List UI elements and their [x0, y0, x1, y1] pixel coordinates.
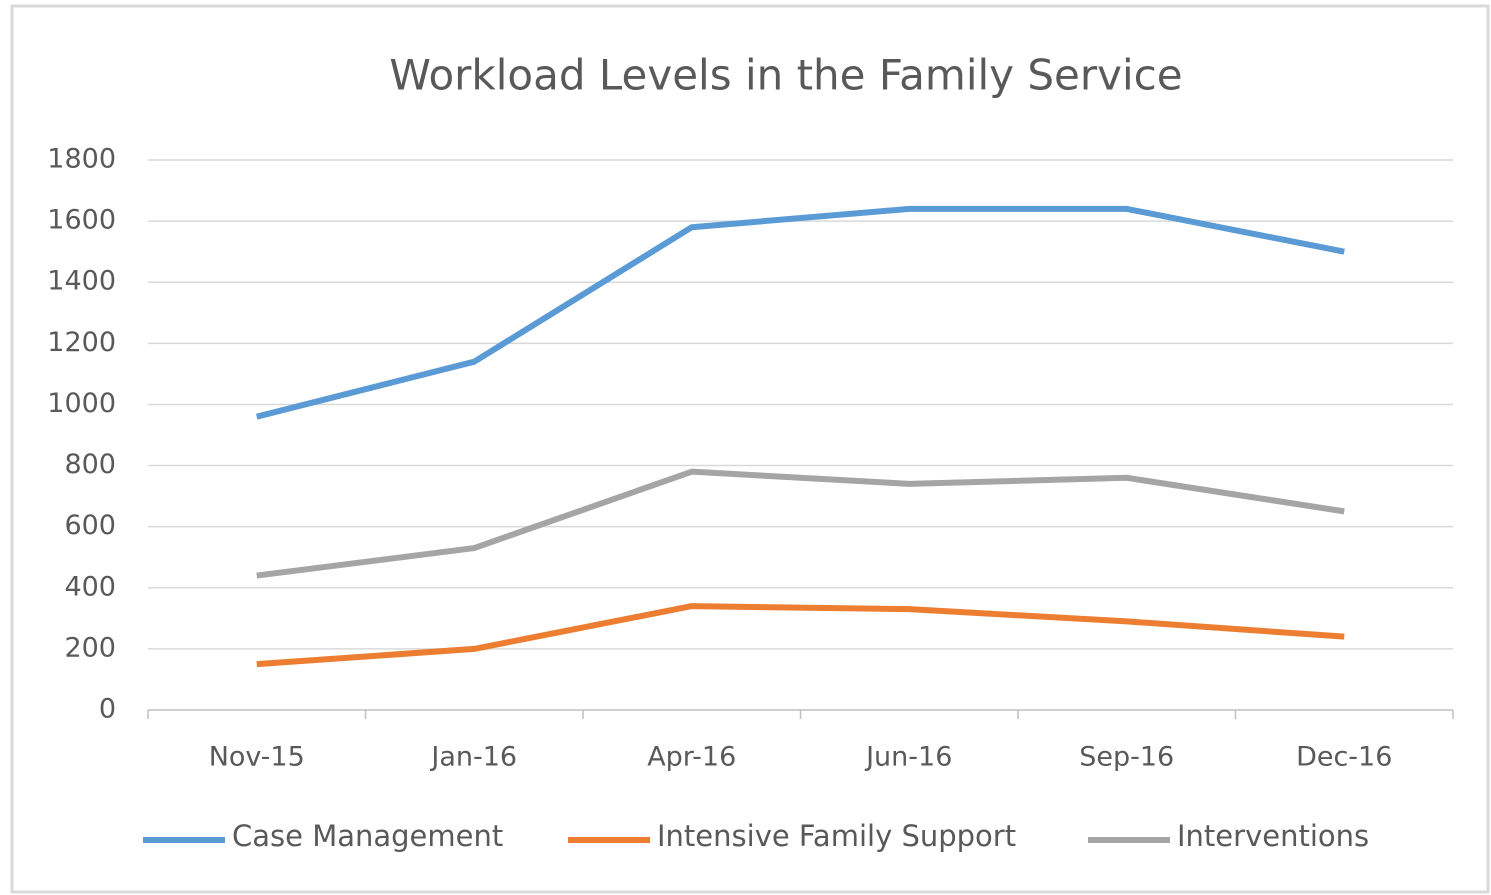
y-tick-label: 800 — [64, 449, 116, 480]
chart-title: Workload Levels in the Family Service — [389, 51, 1182, 100]
y-tick-label: 1200 — [47, 327, 116, 358]
legend-label: Interventions — [1177, 819, 1369, 853]
x-tick-label: Dec-16 — [1296, 742, 1392, 773]
line-series — [256, 603, 1345, 668]
y-tick-label: 1000 — [47, 388, 116, 419]
y-tick-label: 600 — [64, 510, 116, 541]
line-series — [256, 468, 1345, 579]
chart-frame — [10, 4, 1490, 894]
y-tick-label: 1600 — [47, 205, 116, 236]
x-tick-label: Nov-15 — [209, 742, 305, 773]
legend-label: Intensive Family Support — [657, 819, 1016, 853]
x-tick-label: Jan-16 — [429, 742, 517, 773]
legend-label: Case Management — [232, 819, 503, 853]
y-tick-label: 200 — [64, 632, 116, 663]
line-series — [256, 205, 1345, 420]
y-tick-label: 1400 — [47, 266, 116, 297]
x-tick-label: Jun-16 — [864, 742, 952, 773]
x-tick-label: Sep-16 — [1079, 742, 1174, 773]
x-tick-label: Apr-16 — [647, 742, 736, 773]
y-tick-label: 1800 — [47, 144, 116, 175]
y-tick-label: 0 — [99, 694, 116, 725]
y-tick-label: 400 — [64, 571, 116, 602]
